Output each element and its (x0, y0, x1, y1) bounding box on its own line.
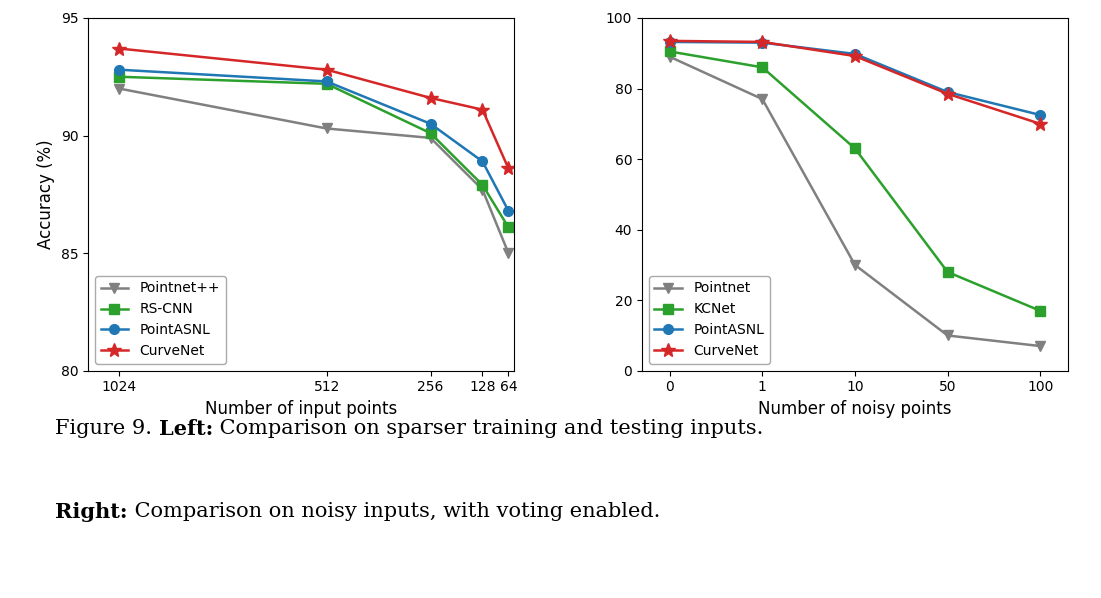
RS-CNN (476, 181, 489, 188)
CurveNet (320, 66, 334, 74)
Line: PointASNL: PointASNL (665, 37, 1045, 120)
Pointnet (1034, 343, 1047, 350)
X-axis label: Number of noisy points: Number of noisy points (759, 400, 951, 418)
Line: Pointnet++: Pointnet++ (115, 84, 513, 258)
Line: CurveNet: CurveNet (112, 42, 515, 175)
Pointnet (755, 96, 768, 103)
PointASNL (502, 208, 515, 215)
RS-CNN (112, 73, 126, 80)
Line: PointASNL: PointASNL (115, 65, 513, 216)
CurveNet (476, 106, 489, 113)
Text: Left:: Left: (159, 419, 212, 438)
Pointnet++ (502, 249, 515, 257)
Pointnet (663, 53, 676, 60)
PointASNL (320, 78, 334, 85)
KCNet (849, 145, 862, 152)
PointASNL (663, 38, 676, 45)
CurveNet (755, 38, 768, 45)
CurveNet (941, 90, 955, 97)
Line: KCNet: KCNet (665, 47, 1045, 316)
Pointnet++ (424, 135, 437, 142)
PointASNL (112, 66, 126, 74)
PointASNL (849, 50, 862, 57)
Line: Pointnet: Pointnet (665, 52, 1045, 351)
Pointnet++ (112, 85, 126, 92)
KCNet (1034, 307, 1047, 315)
Line: RS-CNN: RS-CNN (115, 72, 513, 232)
RS-CNN (320, 80, 334, 87)
KCNet (755, 64, 768, 71)
Text: Figure 9.: Figure 9. (55, 419, 159, 438)
RS-CNN (424, 130, 437, 137)
PointASNL (424, 120, 437, 127)
Pointnet++ (476, 186, 489, 193)
PointASNL (941, 89, 955, 96)
Pointnet (941, 332, 955, 339)
CurveNet (424, 94, 437, 102)
PointASNL (476, 158, 489, 165)
CurveNet (663, 37, 676, 44)
CurveNet (112, 45, 126, 52)
KCNet (941, 269, 955, 276)
Line: CurveNet: CurveNet (663, 34, 1047, 131)
RS-CNN (502, 224, 515, 231)
CurveNet (1034, 120, 1047, 127)
Pointnet (849, 261, 862, 269)
X-axis label: Number of input points: Number of input points (205, 400, 397, 418)
CurveNet (849, 53, 862, 60)
KCNet (663, 48, 676, 55)
Legend: Pointnet++, RS-CNN, PointASNL, CurveNet: Pointnet++, RS-CNN, PointASNL, CurveNet (95, 276, 226, 364)
Legend: Pointnet, KCNet, PointASNL, CurveNet: Pointnet, KCNet, PointASNL, CurveNet (648, 276, 770, 364)
Pointnet++ (320, 125, 334, 132)
Text: Comparison on noisy inputs, with voting enabled.: Comparison on noisy inputs, with voting … (128, 502, 659, 521)
PointASNL (1034, 111, 1047, 118)
Text: Comparison on sparser training and testing inputs.: Comparison on sparser training and testi… (212, 419, 763, 438)
Y-axis label: Accuracy (%): Accuracy (%) (37, 139, 55, 249)
CurveNet (502, 165, 515, 172)
Text: Right:: Right: (55, 502, 128, 522)
PointASNL (755, 39, 768, 46)
